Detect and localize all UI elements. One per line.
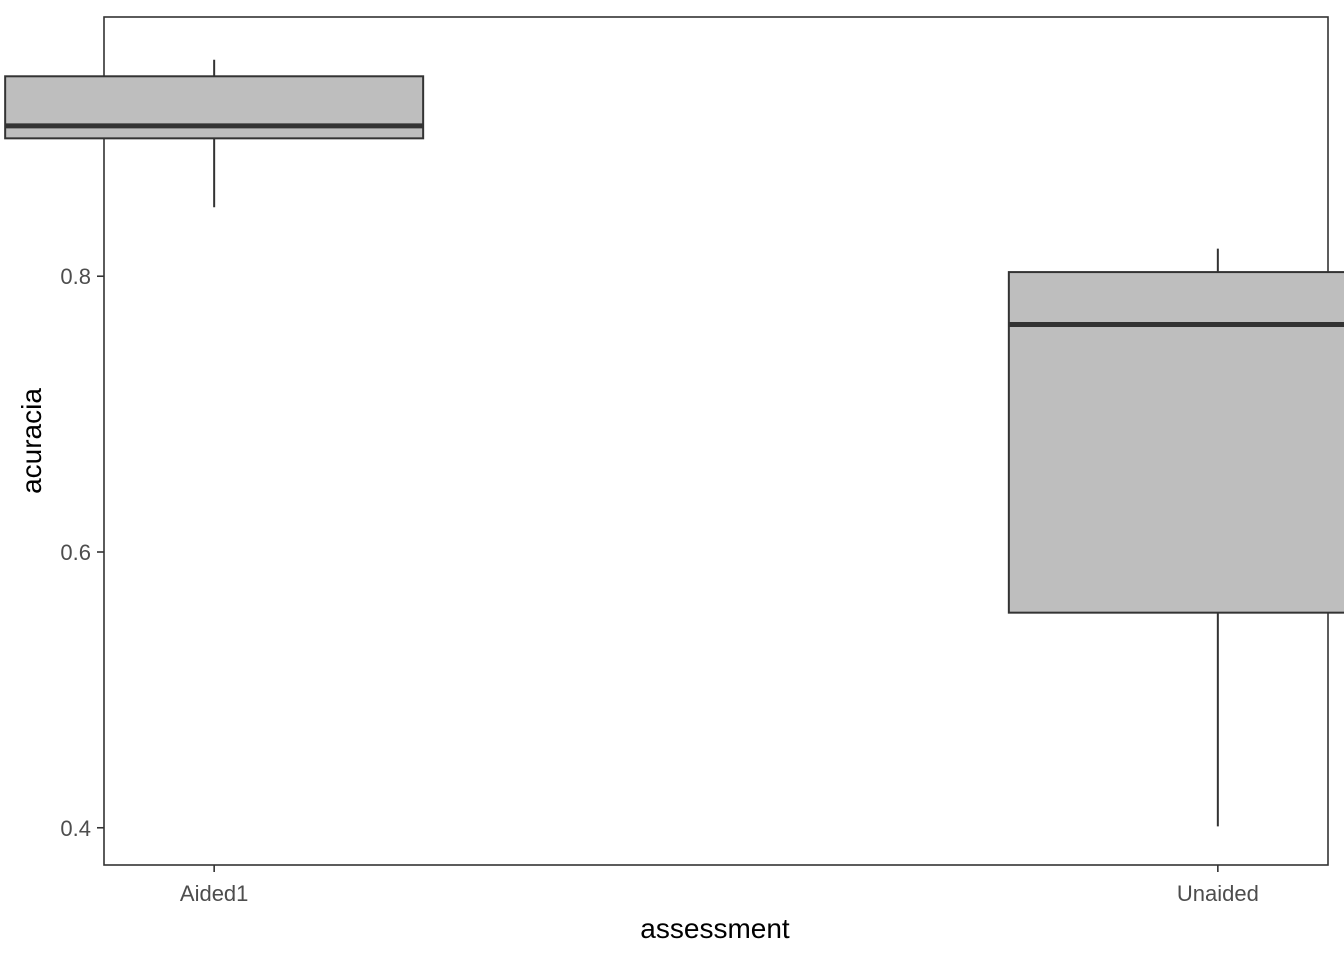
x-axis: Aided1 Unaided — [180, 865, 1259, 906]
y-tick-label: 0.6 — [60, 540, 91, 565]
x-tick-label: Unaided — [1177, 881, 1259, 906]
y-axis-title: acuracia — [16, 388, 47, 494]
box-group — [1007, 248, 1344, 827]
box-group — [4, 59, 425, 208]
x-axis-title: assessment — [640, 913, 790, 944]
y-tick-label: 0.8 — [60, 264, 91, 289]
boxes-layer — [4, 59, 1344, 827]
y-axis: 0.4 0.6 0.8 — [60, 264, 104, 841]
y-tick-label: 0.4 — [60, 816, 91, 841]
box-iqr — [4, 75, 425, 140]
x-tick-label: Aided1 — [180, 881, 249, 906]
box-iqr — [1007, 271, 1344, 614]
